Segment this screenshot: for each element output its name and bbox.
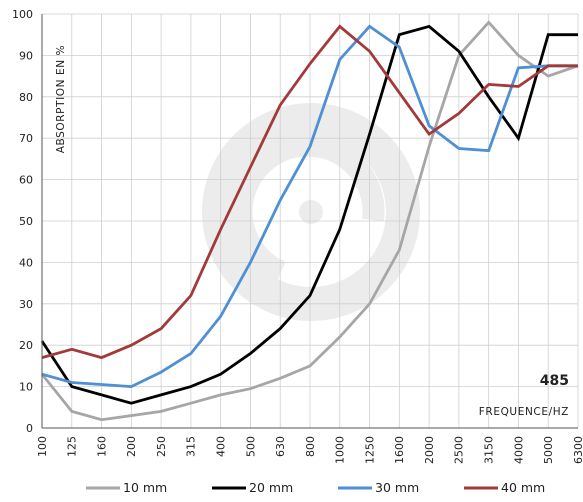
x-tick-label-400: 400: [215, 436, 228, 457]
x-tick-label-250: 250: [155, 436, 168, 457]
series-line-10-mm: [40, 20, 579, 422]
y-tick-label-30: 30: [19, 298, 33, 311]
x-tick-label-4000: 4000: [512, 436, 525, 464]
x-tick-label-800: 800: [304, 436, 317, 457]
legend-label-10-mm: 10 mm: [123, 480, 167, 495]
x-tick-label-5000: 5000: [542, 436, 555, 464]
series-line-20-mm: [40, 24, 578, 405]
x-tick-label-1600: 1600: [393, 436, 406, 464]
y-tick-label-10: 10: [19, 381, 33, 394]
y-tick-label-80: 80: [19, 91, 33, 104]
series-lines: [40, 20, 579, 422]
product-code-label: 485: [540, 373, 569, 389]
y-tick-label-50: 50: [19, 215, 33, 228]
x-tick-label-2500: 2500: [453, 436, 466, 464]
y-tick-label-40: 40: [19, 256, 33, 269]
x-axis-title: FREQUENCE/HZ: [479, 406, 569, 418]
x-tick-label-125: 125: [66, 436, 79, 457]
x-tick-label-160: 160: [95, 436, 108, 457]
y-tick-label-90: 90: [19, 49, 33, 62]
y-tick-label-70: 70: [19, 132, 33, 145]
x-tick-label-315: 315: [185, 436, 198, 457]
watermark-arc: [230, 134, 385, 283]
y-tick-label-20: 20: [19, 339, 33, 352]
y-tick-label-0: 0: [26, 422, 33, 435]
x-tick-label-3150: 3150: [483, 436, 496, 464]
x-tick-label-100: 100: [36, 436, 49, 457]
legend: 10 mm 20 mm 30 mm 40 mm: [86, 480, 545, 495]
y-axis-title: ABSORPTION EN %: [55, 45, 67, 154]
legend-label-30-mm: 30 mm: [375, 480, 419, 495]
watermark-dot: [299, 200, 323, 224]
x-tick-label-500: 500: [244, 436, 257, 457]
x-tick-label-2000: 2000: [423, 436, 436, 464]
legend-label-20-mm: 20 mm: [249, 480, 293, 495]
x-tick-label-630: 630: [274, 436, 287, 457]
series-line-40-mm: [41, 24, 578, 360]
legend-label-40-mm: 40 mm: [501, 480, 545, 495]
x-tick-label-1250: 1250: [363, 436, 376, 464]
axes: 0 10 20 30 40 50 60 70 80 90 100 100 125 160 200 250 315…: [12, 8, 583, 464]
x-tick-label-1000: 1000: [334, 436, 347, 464]
y-tick-label-60: 60: [19, 174, 33, 187]
x-tick-label-6300: 6300: [572, 436, 583, 464]
y-tick-label-100: 100: [12, 8, 33, 21]
x-tick-label-200: 200: [125, 436, 138, 457]
watermark-logo: [202, 103, 420, 321]
series-line-30-mm: [41, 24, 578, 389]
